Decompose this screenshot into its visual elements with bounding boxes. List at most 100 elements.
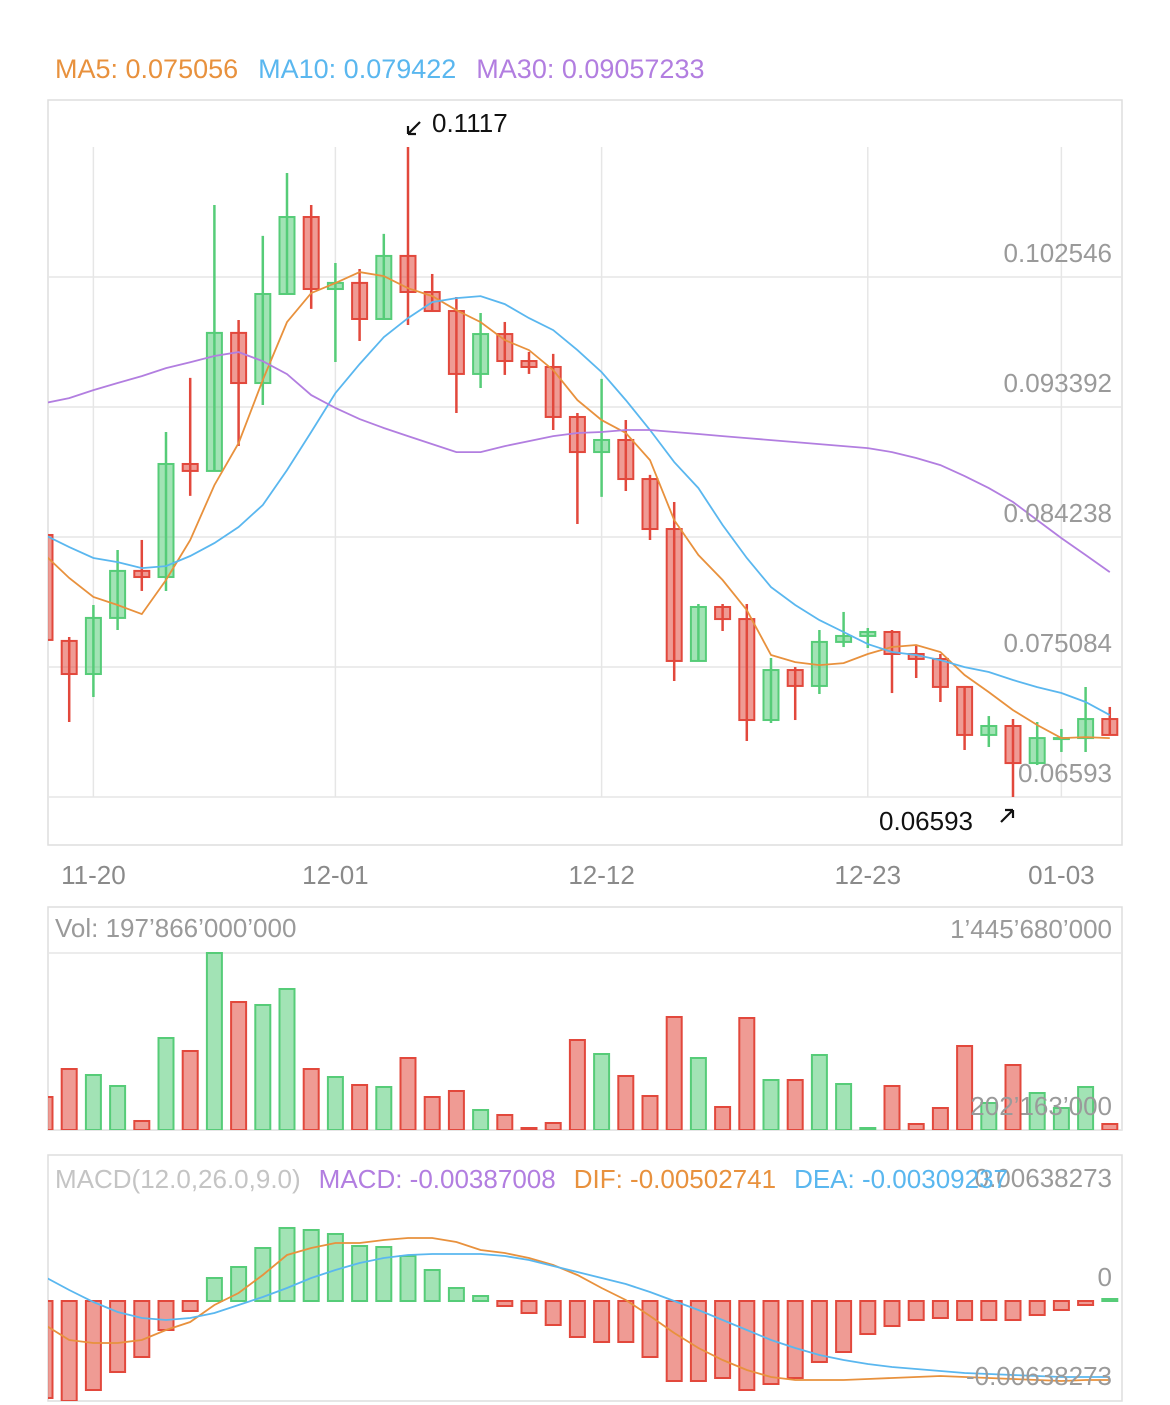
macd-bar [980,1300,998,1322]
x-tick-label: 01-03 [1028,860,1095,890]
volume-bar [956,1045,974,1130]
arrow [406,121,421,136]
macd-bar [230,1266,248,1302]
macd-bar [835,1300,853,1353]
macd-panel [48,1226,1119,1401]
line [48,295,1111,716]
candle-body [714,605,732,621]
volume-bar [1004,1064,1022,1130]
macd-bar [568,1300,586,1339]
macd-bar [447,1287,465,1302]
candle-body [48,533,54,641]
macd-bar [399,1255,417,1303]
macd-bar [689,1300,707,1383]
macd-bar [1028,1300,1046,1317]
volume-bar [375,1085,393,1130]
volume-bar [544,1122,562,1130]
line [48,351,1111,573]
volume-bar [109,1084,127,1130]
candle-body [447,310,465,375]
macd-bar [423,1268,441,1302]
macd-bar [302,1228,320,1302]
candle-body [278,216,296,295]
y-tick-label: 0.00638273 [975,1163,1112,1193]
volume-bar [60,1068,78,1130]
volume-bar [641,1095,659,1130]
volume-bar [278,987,296,1130]
macd-bar [84,1300,102,1391]
macd-bar [48,1300,54,1400]
legend: MA5: 0.075056 MA10: 0.079422 MA30: 0.09057… [55,54,724,85]
candle-body [351,281,369,320]
candle-body [520,360,538,368]
volume-bar [738,1017,756,1130]
legend-entry: MACD: -0.00387008 [318,1164,556,1194]
volume-bar [84,1073,102,1130]
macd-bar [520,1300,538,1315]
volume-bar [1101,1123,1119,1130]
volume-bar [230,1001,248,1130]
volume-bar [1052,1107,1070,1130]
macd-bar [859,1300,877,1336]
volume-bar [568,1038,586,1130]
volume-bar [810,1053,828,1130]
candle-body [496,333,514,363]
macd-bar [714,1300,732,1380]
candle-body [1077,718,1095,740]
y-tick-label: 202’163’000 [970,1091,1112,1121]
volume-bar [520,1127,538,1130]
macd-bar [351,1244,369,1302]
macd-bar [907,1300,925,1322]
legend-entry: MA30: 0.09057233 [476,54,705,84]
volume-bar [689,1057,707,1130]
x-tick-label: 11-20 [61,860,126,890]
macd-bar [375,1245,393,1302]
volume-bar [835,1083,853,1130]
macd-bar [472,1295,490,1303]
candle-body [762,669,780,722]
candle-body [472,333,490,375]
macd-bar [1077,1300,1095,1307]
candle-body [205,331,223,472]
volume-bar [931,1107,949,1130]
volume-bar [157,1037,175,1130]
candle-body [544,365,562,418]
legend-entry: MA5: 0.075056 [55,54,239,84]
candle-body [1028,737,1046,765]
candle-body [980,724,998,736]
line [48,1253,1110,1378]
volume-bar [907,1123,925,1130]
candle-body [665,528,683,662]
volume-bar [762,1079,780,1130]
macd-bar [205,1276,223,1303]
volume-bar [1077,1085,1095,1130]
volume-bar [496,1113,514,1130]
labels: 0.06593 0.075084 0.084238 0.093392 0.102546 1… [55,108,1112,1391]
candle-body [786,669,804,687]
volume-bar [665,1015,683,1130]
candle-body [109,569,127,619]
volume-bar [326,1076,344,1130]
panel-frame [47,99,1123,846]
candle-body [931,657,949,688]
candle-body [84,616,102,676]
price-panel [48,147,1122,798]
x-tick-label: 12-23 [835,860,902,890]
candle-body [157,462,175,579]
candle-body [302,216,320,291]
volume-bar [48,1096,54,1130]
candle-body [254,292,272,385]
volume-panel [48,952,1122,1130]
macd-bar [810,1300,828,1364]
macd-bar [593,1300,611,1343]
candle-body [60,639,78,676]
volume-bar [205,952,223,1130]
macd-bar [617,1300,635,1343]
candle-body [230,331,248,385]
arrow [1000,808,1015,823]
y-tick-label: 0 [1098,1262,1112,1292]
candle-body [956,685,974,736]
y-tick-label: 0.102546 [1004,238,1112,268]
